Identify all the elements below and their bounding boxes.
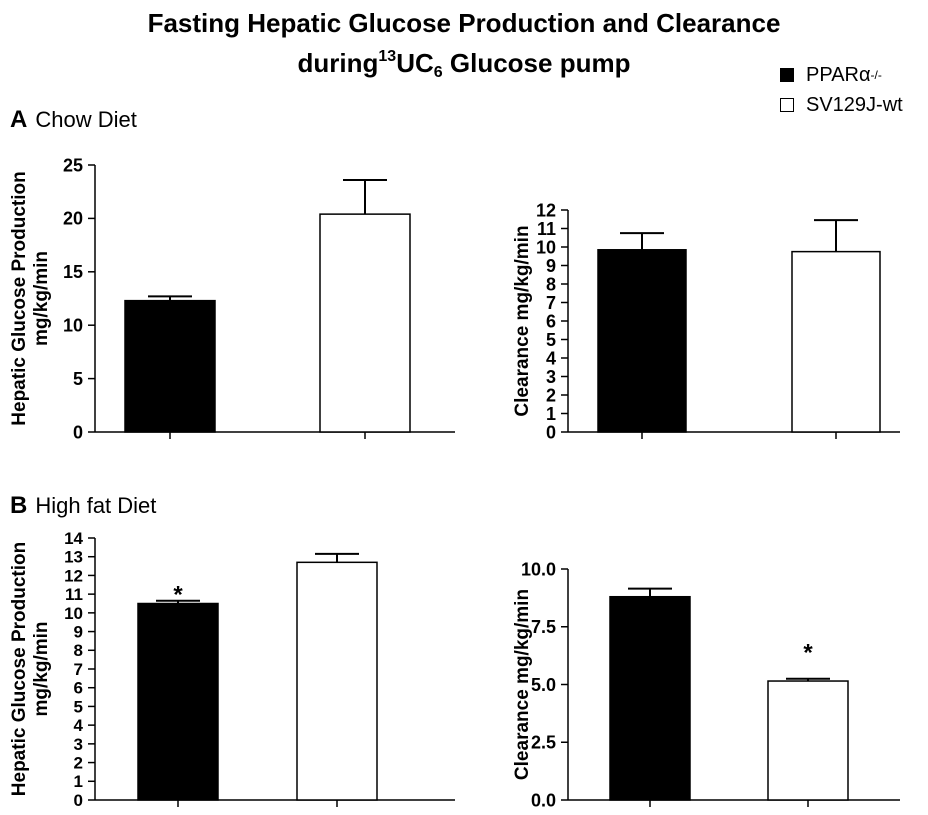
title-post: Glucose pump <box>442 48 631 78</box>
chart1-bar-2 <box>319 213 411 433</box>
legend-superscript: -/- <box>870 68 882 82</box>
chart2-y-tick-label: 1 <box>546 404 556 424</box>
chart3-y-tick-label: 6 <box>74 679 83 698</box>
chart3-y-axis-label: mg/kg/min <box>31 621 52 716</box>
chart3-bar-1 <box>137 602 219 801</box>
chart2-y-axis-label: Clearance mg/kg/min <box>512 225 533 416</box>
chart3-y-tick-label: 5 <box>74 697 83 716</box>
chart3-bar-2 <box>296 561 378 801</box>
chart3-y-tick-label: 3 <box>74 735 83 754</box>
panel-a-title: Chow Diet <box>35 107 137 132</box>
title-pre: during <box>297 48 379 78</box>
chart2-y-tick-label: 12 <box>536 200 556 220</box>
chart2-bar-2 <box>791 250 881 433</box>
chart3-y-tick-label: 1 <box>74 772 83 791</box>
figure-title-line-1: Fasting Hepatic Glucose Production and C… <box>147 8 781 38</box>
chart2-y-tick-label: 8 <box>546 274 556 294</box>
chart4-bar-1 <box>609 595 691 801</box>
legend-item-pparalpha: PPARα -/- <box>780 62 903 88</box>
chart2-y-tick-label: 0 <box>546 422 556 442</box>
chart1-y-tick-label: 20 <box>63 209 83 229</box>
chart4-y-tick-label: 7.5 <box>531 617 556 637</box>
title-superscript: 13 <box>378 48 397 65</box>
panel-a-label: A Chow Diet <box>10 106 137 134</box>
panel-b-title: High fat Diet <box>35 493 157 518</box>
chart1-y-tick-label: 5 <box>73 369 83 389</box>
chart2-y-tick-label: 4 <box>546 348 556 368</box>
panel-b-label: B High fat Diet <box>10 492 156 520</box>
chart3-y-tick-label: 9 <box>74 623 83 642</box>
chart2-y-tick-label: 11 <box>537 219 556 239</box>
legend-swatch-black <box>780 68 794 82</box>
chart1-y-tick-label: 25 <box>63 155 83 175</box>
chart4-y-tick-label: 2.5 <box>531 733 556 753</box>
chart3-y-tick-label: 8 <box>74 641 83 660</box>
chart3-y-tick-label: 7 <box>74 660 83 679</box>
legend-label-sv129j: SV129J-wt <box>806 93 903 116</box>
chart2-y-tick-label: 2 <box>546 385 556 405</box>
chart1-y-axis-label: Hepatic Glucose Production <box>9 171 30 425</box>
chart2-y-tick-label: 3 <box>546 367 556 387</box>
title-mid: UC <box>396 48 434 78</box>
chart2-bar-1 <box>597 249 687 433</box>
chart4-y-tick-label: 10.0 <box>521 559 556 579</box>
chart1-y-tick-label: 15 <box>63 262 83 282</box>
chart2-y-tick-label: 10 <box>536 237 556 257</box>
panel-a-letter: A <box>10 106 28 133</box>
chart3-y-tick-label: 11 <box>65 585 83 604</box>
title-subscript: 6 <box>433 64 443 81</box>
panel-b-letter: B <box>10 492 28 519</box>
chart2-y-tick-label: 7 <box>546 293 556 313</box>
chart3-significance-marker: * <box>173 582 183 609</box>
chart4-y-axis-label: Clearance mg/kg/min <box>512 589 533 780</box>
chart4-y-tick-label: 0.0 <box>531 790 556 810</box>
chart3-y-tick-label: 12 <box>64 566 83 585</box>
legend-label-pparalpha: PPARα <box>806 63 871 86</box>
chart3-y-tick-label: 13 <box>64 548 83 567</box>
chart3-y-tick-label: 2 <box>74 754 83 773</box>
chart3-y-tick-label: 0 <box>74 791 83 810</box>
chart3-y-tick-label: 4 <box>74 716 84 735</box>
chart4-significance-marker: * <box>803 640 813 667</box>
chart4-y-tick-label: 5.0 <box>531 675 556 695</box>
figure-title-line-2: during13UC6 Glucose pump <box>0 42 928 88</box>
chart4-bar-2 <box>767 680 849 801</box>
chart1-bar-1 <box>124 299 216 433</box>
chart1-y-axis-label: mg/kg/min <box>31 251 52 346</box>
chart3-y-tick-label: 14 <box>64 529 83 548</box>
legend: PPARα -/- SV129J-wt <box>780 62 903 122</box>
chart1-y-tick-label: 0 <box>73 422 83 442</box>
chart2-y-tick-label: 9 <box>546 256 556 276</box>
chart1-y-tick-label: 10 <box>63 316 83 336</box>
legend-item-sv129j: SV129J-wt <box>780 92 903 118</box>
chart2-y-tick-label: 6 <box>546 311 556 331</box>
chart2-y-tick-label: 5 <box>546 330 556 350</box>
chart3-y-tick-label: 10 <box>64 604 83 623</box>
chart3-y-axis-label: Hepatic Glucose Production <box>9 542 30 796</box>
legend-swatch-white <box>780 98 794 112</box>
